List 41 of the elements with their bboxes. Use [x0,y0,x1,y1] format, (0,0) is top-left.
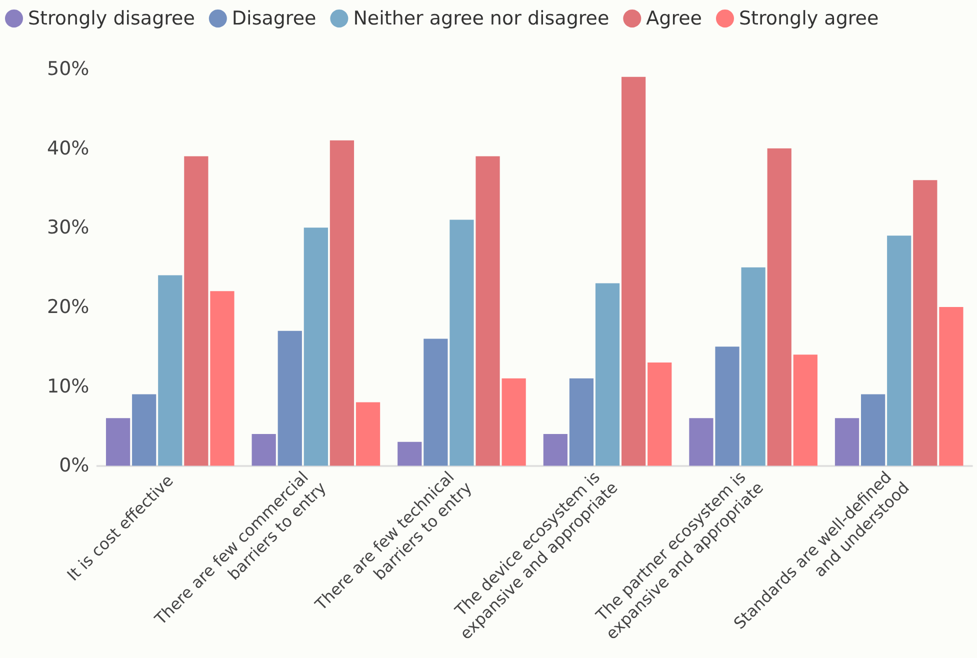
bar [861,394,886,466]
bar [569,378,594,466]
bar [278,330,302,466]
bar [939,307,964,466]
bar [424,338,448,466]
bar [715,346,740,466]
bar [184,156,208,466]
y-tick-label: 20% [47,296,90,318]
y-tick-label: 40% [47,137,90,160]
bar [741,267,766,466]
legend-label: Agree [646,8,702,30]
y-tick-label: 30% [47,216,90,239]
bar [793,354,818,466]
bar [622,76,646,466]
bar [398,442,422,466]
y-tick-label: 50% [47,58,90,80]
bar [304,228,328,466]
bar [834,418,860,466]
y-tick-label: 0% [59,454,90,477]
bar [252,434,276,466]
bar [132,394,156,466]
bar [158,275,182,466]
bar [595,283,620,466]
legend-label: Disagree [232,8,316,30]
bar [543,434,568,466]
bar [913,180,938,466]
bar [356,402,380,466]
bar [106,418,130,466]
bar [887,236,912,466]
bar [450,220,474,466]
legend-label: Strongly disagree [28,8,195,30]
bar [767,148,792,466]
bar [502,378,526,466]
bar [330,140,354,466]
bar [210,291,234,466]
legend-label: Strongly agree [738,8,879,30]
y-tick-label: 10% [47,375,90,398]
bar [648,362,672,466]
bar [476,156,500,466]
legend-label: Neither agree nor disagree [353,8,610,30]
bar [689,418,714,466]
